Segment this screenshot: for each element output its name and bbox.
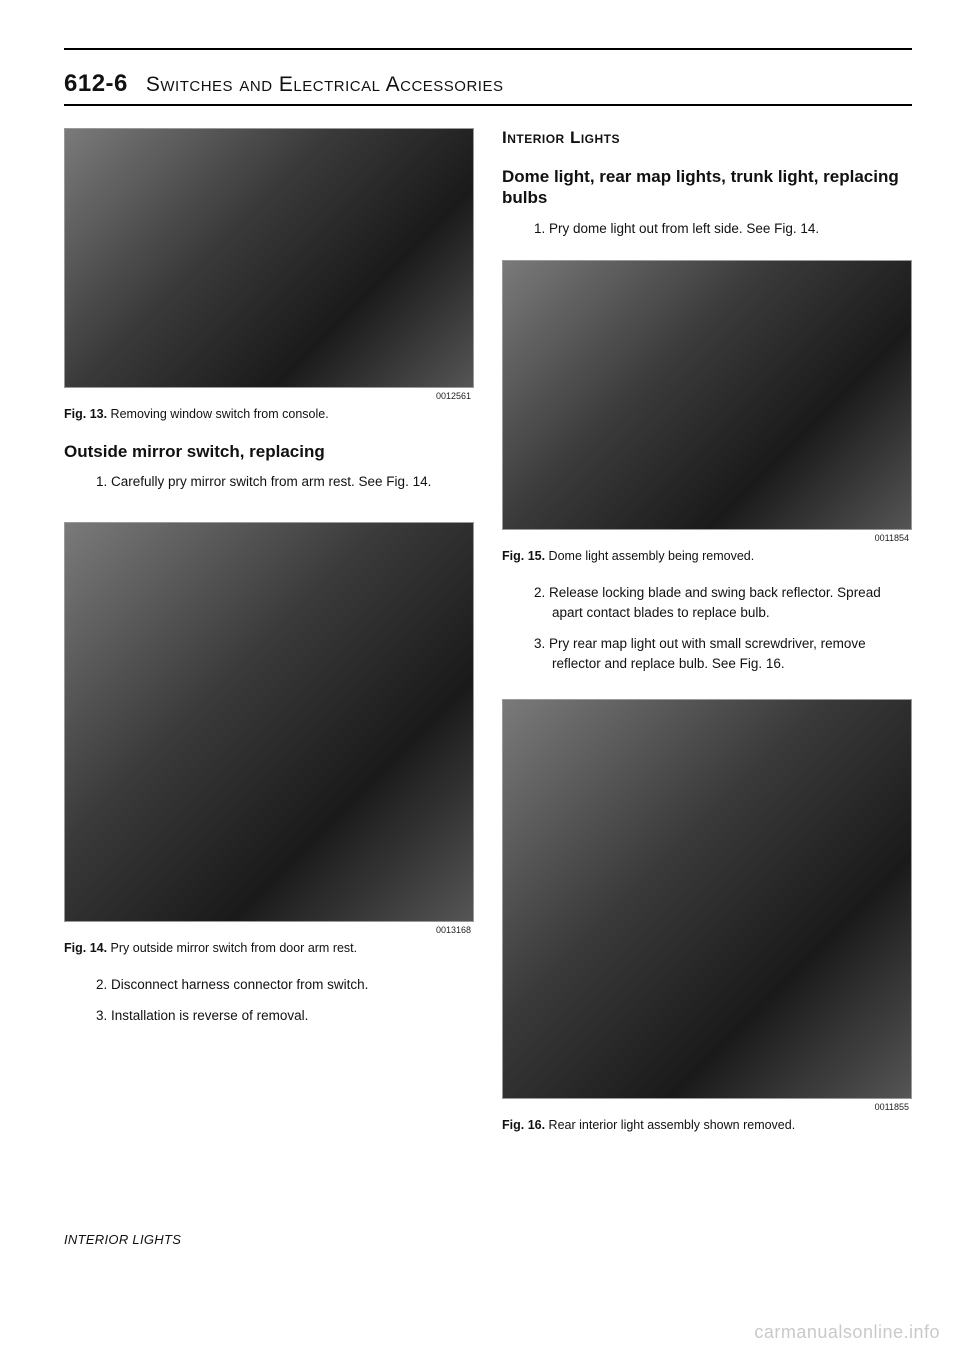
figure-16-text: Rear interior light assembly shown remov… <box>545 1118 795 1132</box>
figure-16-code: 0011855 <box>875 1102 909 1112</box>
figure-13-caption: Fig. 13. Removing window switch from con… <box>64 406 474 423</box>
figure-15-image: 0011854 <box>502 260 912 530</box>
chapter-title: Switches and Electrical Accessories <box>146 73 504 97</box>
heading-outside-mirror: Outside mirror switch, replacing <box>64 441 474 462</box>
figure-15-text: Dome light assembly being removed. <box>545 549 754 563</box>
figure-14-label: Fig. 14. <box>64 941 107 955</box>
figure-14-image: 0013168 <box>64 522 474 922</box>
step-mirror-3: 3. Installation is reverse of removal. <box>64 1006 474 1026</box>
content-columns: 0012561 Fig. 13. Removing window switch … <box>64 128 912 1152</box>
step-dome-3: 3. Pry rear map light out with small scr… <box>502 634 912 673</box>
figure-16-caption: Fig. 16. Rear interior light assembly sh… <box>502 1117 912 1134</box>
spacer <box>64 504 474 522</box>
heading-dome-light: Dome light, rear map lights, trunk light… <box>502 166 912 209</box>
step-mirror-2: 2. Disconnect harness connector from swi… <box>64 975 474 995</box>
heading-interior-lights: Interior Lights <box>502 128 912 148</box>
figure-13-text: Removing window switch from console. <box>107 407 329 421</box>
watermark: carmanualsonline.info <box>754 1322 940 1343</box>
figure-13-image: 0012561 <box>64 128 474 388</box>
footer-section-label: INTERIOR LIGHTS <box>64 1232 181 1247</box>
figure-14-text: Pry outside mirror switch from door arm … <box>107 941 357 955</box>
figure-13-label: Fig. 13. <box>64 407 107 421</box>
step-mirror-1: 1. Carefully pry mirror switch from arm … <box>64 472 474 492</box>
figure-15-caption: Fig. 15. Dome light assembly being remov… <box>502 548 912 565</box>
figure-15-code: 0011854 <box>875 533 909 543</box>
right-column: Interior Lights Dome light, rear map lig… <box>502 128 912 1152</box>
spacer <box>502 250 912 260</box>
header-rule <box>64 104 912 106</box>
figure-15-label: Fig. 15. <box>502 549 545 563</box>
top-rule <box>64 48 912 50</box>
figure-14-caption: Fig. 14. Pry outside mirror switch from … <box>64 940 474 957</box>
figure-16-image: 0011855 <box>502 699 912 1099</box>
page-number: 612-6 <box>64 70 128 98</box>
figure-14-code: 0013168 <box>436 925 471 935</box>
figure-16-label: Fig. 16. <box>502 1118 545 1132</box>
spacer <box>502 685 912 699</box>
page-header: 612-6 Switches and Electrical Accessorie… <box>64 70 912 98</box>
manual-page: 612-6 Switches and Electrical Accessorie… <box>0 0 960 1357</box>
step-dome-1: 1. Pry dome light out from left side. Se… <box>502 219 912 239</box>
figure-13-code: 0012561 <box>436 391 471 401</box>
step-dome-2: 2. Release locking blade and swing back … <box>502 583 912 622</box>
left-column: 0012561 Fig. 13. Removing window switch … <box>64 128 474 1152</box>
